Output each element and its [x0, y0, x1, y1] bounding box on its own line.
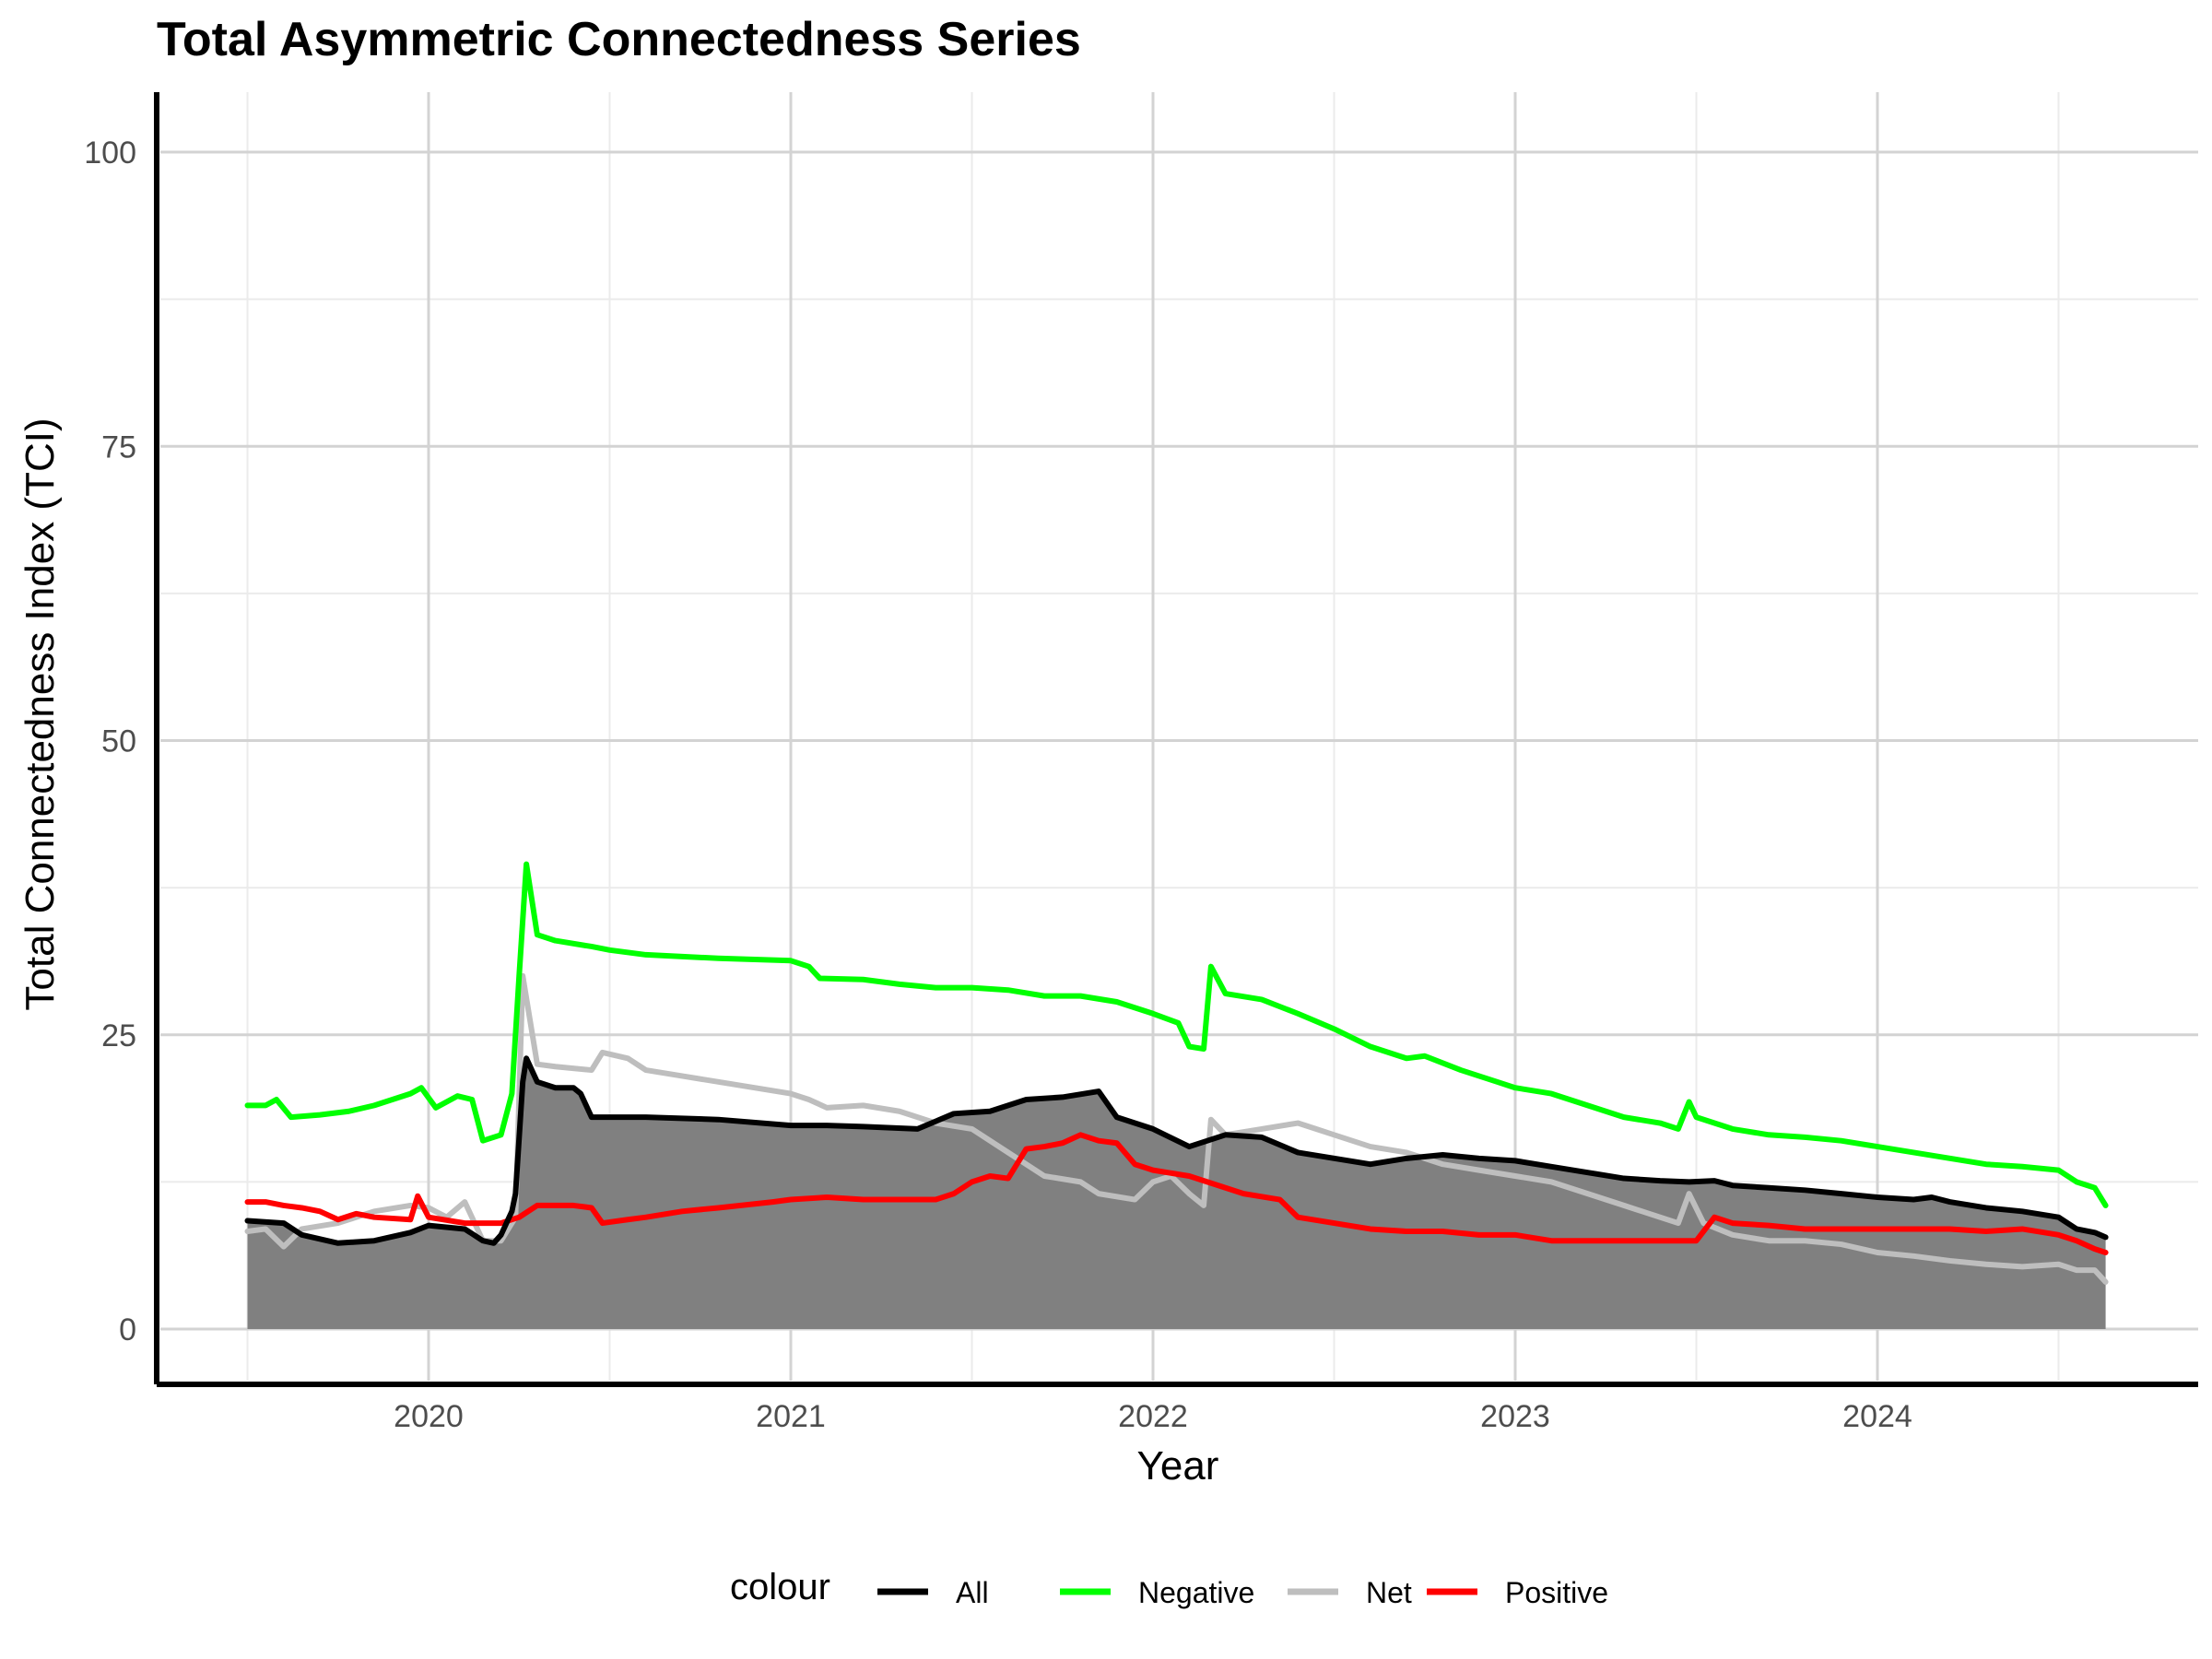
x-tick-label: 2022 — [1118, 1399, 1188, 1434]
series-line-positive — [244, 1132, 2109, 1255]
y-tick-labels: 0 25 50 75 100 — [84, 135, 136, 1347]
series-lines — [244, 861, 2109, 1285]
x-axis-title: Year — [1137, 1443, 1219, 1488]
x-tick-labels: 2020 2021 2022 2023 2024 — [394, 1399, 1912, 1434]
y-tick-label: 75 — [101, 429, 136, 465]
legend: colour All Negative Net Positive — [730, 1567, 1608, 1609]
y-axis-title: Total Connectedness Index (TCI) — [18, 418, 63, 1010]
y-tick-label: 100 — [84, 135, 136, 171]
minor-gridlines — [160, 92, 2198, 1381]
legend-label-negative: Negative — [1138, 1576, 1254, 1609]
x-tick-label: 2024 — [1842, 1399, 1912, 1434]
legend-label-net: Net — [1366, 1576, 1412, 1609]
area-layer — [247, 1058, 2106, 1329]
y-tick-label: 50 — [101, 724, 136, 759]
x-tick-label: 2021 — [756, 1399, 826, 1434]
chart-title: Total Asymmetric Connectedness Series — [157, 13, 1081, 66]
area-all — [247, 1058, 2106, 1329]
series-line-all — [244, 1055, 2109, 1246]
legend-label-all: All — [956, 1576, 989, 1609]
series-line-negative — [244, 861, 2109, 1208]
y-tick-label: 25 — [101, 1018, 136, 1053]
y-tick-label: 0 — [119, 1312, 136, 1347]
legend-title: colour — [730, 1567, 830, 1607]
x-tick-label: 2023 — [1480, 1399, 1550, 1434]
x-tick-label: 2020 — [394, 1399, 464, 1434]
legend-label-positive: Positive — [1505, 1576, 1608, 1609]
series-line-net — [244, 972, 2109, 1285]
